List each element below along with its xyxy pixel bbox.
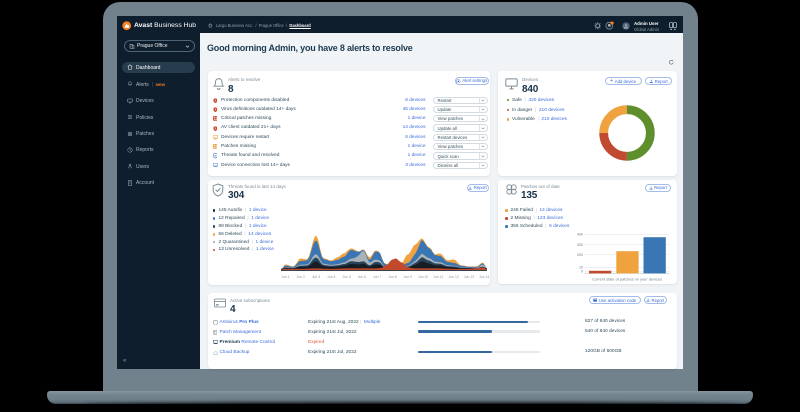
svg-text:300: 300: [577, 243, 583, 247]
svg-text:10: 10: [579, 266, 583, 270]
svg-text:Current state of patches on yo: Current state of patches on your devices: [592, 277, 662, 282]
svg-text:0: 0: [581, 270, 583, 274]
svg-text:400: 400: [577, 233, 583, 237]
svg-text:200: 200: [577, 253, 583, 257]
